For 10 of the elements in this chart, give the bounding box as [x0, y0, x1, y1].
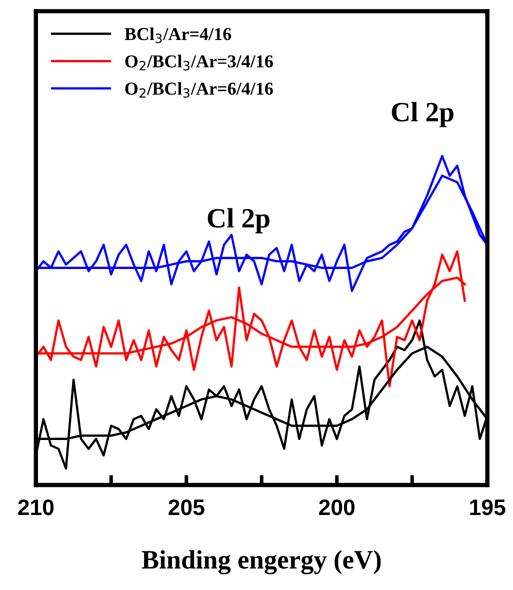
legend-label: O$_{2}$/BCl$_{3}$/Ar=3/4/16 — [125, 54, 273, 70]
legend-label: BCl$_{3}$/Ar=4/16 — [124, 27, 232, 44]
x-tick-label: 200 — [319, 499, 354, 516]
annotation: Cl 2p — [392, 102, 454, 128]
x-tick-label: 195 — [470, 499, 506, 516]
x-tick-label: 210 — [18, 499, 54, 516]
legend-label: O$_{2}$/BCl$_{3}$/Ar=6/4/16 — [125, 82, 273, 98]
x-tick-label: 205 — [168, 499, 204, 516]
x-axis-title: Binding engergy (eV) — [142, 550, 381, 574]
annotation: Cl 2p — [208, 208, 270, 234]
